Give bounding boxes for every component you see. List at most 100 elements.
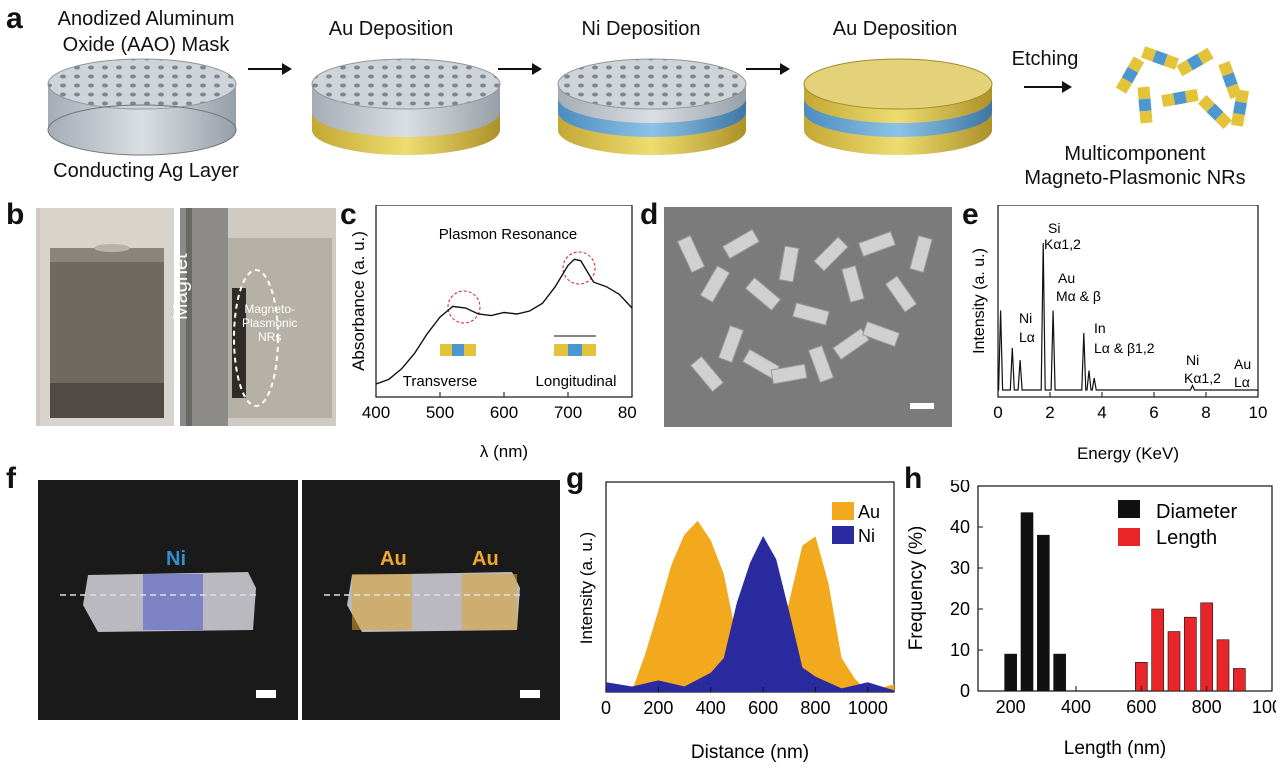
ni-map-label: Ni — [166, 548, 186, 570]
panel-label-e: e — [962, 198, 979, 231]
free-nanorods — [1115, 46, 1250, 129]
longitudinal-rod-icon — [554, 335, 596, 356]
process-arrow-4 — [1024, 81, 1072, 93]
peak-labels: Si Kα1,2 Au Mα & β Ni Lα In Lα & β1,2 Ni… — [1019, 220, 1251, 390]
nr-label: Magneto- Plasmonic NRs — [242, 302, 297, 344]
au-l-label-1: Au — [1234, 356, 1251, 372]
sem-image — [664, 207, 952, 427]
panel-label-b: b — [6, 198, 25, 231]
bar-length — [1184, 616, 1197, 692]
plot-frame — [977, 485, 1273, 692]
process-arrow-1 — [248, 63, 292, 75]
etching-label: Etching — [1011, 48, 1079, 70]
panel-label-c: c — [340, 198, 357, 231]
y-tick-label: 40 — [950, 517, 970, 537]
bar-length — [1233, 668, 1246, 692]
process-arrow-2 — [498, 63, 542, 75]
transverse-rod-icon — [440, 344, 476, 356]
histogram-chart: Frequency (%) Length (nm) Diameter Lengt… — [906, 480, 1276, 759]
in-label-2: Lα & β1,2 — [1094, 340, 1155, 356]
panel-label-a: a — [6, 2, 23, 35]
vial-photo — [36, 208, 336, 426]
result-label: Multicomponent Magneto-Plasmonic NRs — [1000, 142, 1270, 190]
line-profile-chart: Intensity (a. u.) Distance (nm) Au Ni 0 2… — [577, 481, 895, 763]
nr-label-line3: NRs — [258, 330, 282, 344]
au-label-2: Mα & β — [1056, 288, 1101, 304]
bar-diameter — [1053, 653, 1066, 692]
x-tick-label: 800 — [800, 698, 830, 718]
aao-mask-label-line2: Oxide (AAO) Mask — [62, 34, 230, 56]
ni-deposition-label: Ni Deposition — [581, 18, 701, 40]
bar-length — [1216, 639, 1230, 692]
y-axis-label: Frequency (%) — [906, 526, 927, 651]
bar-diameter — [1020, 512, 1034, 692]
bar-length — [1200, 602, 1213, 692]
x-tick-label: 0 — [993, 403, 1002, 422]
transverse-label: Transverse — [403, 373, 477, 390]
aao-mask-label: Anodized Aluminum Oxide (AAO) Mask — [22, 6, 270, 58]
bar-diameter — [1004, 653, 1017, 692]
longitudinal-label: Longitudinal — [536, 373, 617, 390]
legend-swatch-length — [1118, 528, 1140, 546]
si-label-1: Si — [1048, 220, 1060, 236]
plot-frame — [997, 205, 1259, 398]
x-axis-label: λ (nm) — [480, 442, 528, 461]
legend-swatch-au — [832, 502, 854, 520]
au-disk-2 — [803, 58, 993, 155]
result-label-line1: Multicomponent — [1064, 143, 1206, 165]
x-tick-label: 200 — [643, 698, 673, 718]
process-arrow-3 — [746, 63, 790, 75]
legend-label-length: Length — [1156, 527, 1217, 549]
au-map-label-2: Au — [472, 548, 499, 570]
x-tick-label: 10 — [1249, 403, 1268, 422]
x-tick-label: 400 — [1061, 697, 1091, 717]
au-label-1: Au — [1058, 270, 1075, 286]
absorbance-chart: Plasmon Resonance Absorbance (a. u.) λ (… — [349, 205, 636, 461]
bar-length — [1151, 608, 1164, 692]
transverse-peak-marker — [447, 290, 481, 324]
x-axis-label: Energy (KeV) — [1077, 444, 1179, 463]
au-disk-1 — [311, 58, 501, 155]
legend-swatch-diameter — [1118, 500, 1140, 518]
area-series-ni — [606, 536, 894, 692]
chart-title: Plasmon Resonance — [439, 226, 577, 243]
scale-bar — [910, 403, 934, 409]
eds-map-au — [302, 480, 560, 720]
ni-disk — [557, 58, 747, 155]
y-tick-label: 0 — [960, 681, 970, 701]
legend-label-diameter: Diameter — [1156, 501, 1237, 523]
legend-swatch-ni — [832, 526, 854, 544]
x-tick-label: 1000 — [1252, 697, 1276, 717]
eds-chart: Intensity (a. u.) Energy (KeV) Si Kα1,2 … — [971, 205, 1268, 463]
x-tick-label: 800 — [1192, 697, 1222, 717]
aao-mask-label-line1: Anodized Aluminum — [57, 8, 235, 30]
x-tick-label: 2 — [1045, 403, 1054, 422]
aao-disk — [47, 58, 237, 156]
eds-spectrum-line — [998, 242, 1258, 391]
magnet-label: Magnet — [170, 253, 192, 320]
absorbance-line — [375, 258, 633, 385]
y-tick-label: 20 — [950, 599, 970, 619]
x-tick-label: 400 — [362, 403, 390, 422]
ni-k-label-1: Ni — [1186, 352, 1199, 368]
ni-l-label-2: Lα — [1019, 329, 1035, 345]
in-label-1: In — [1094, 320, 1106, 336]
ni-l-label-1: Ni — [1019, 310, 1032, 326]
au-deposition-label-2: Au Deposition — [832, 18, 958, 40]
eds-map-ni — [38, 480, 298, 720]
au-map-label-1: Au — [380, 548, 407, 570]
panel-label-d: d — [640, 198, 659, 231]
nr-label-line2: Plasmonic — [242, 316, 298, 330]
y-axis-label: Absorbance (a. u.) — [349, 231, 368, 371]
y-tick-label: 10 — [950, 640, 970, 660]
x-tick-label: 6 — [1149, 403, 1158, 422]
x-tick-label: 1000 — [848, 698, 888, 718]
ni-k-label-2: Kα1,2 — [1184, 370, 1221, 386]
legend-label-ni: Ni — [858, 526, 875, 546]
au-deposition-label-1: Au Deposition — [328, 18, 454, 40]
y-axis-label: Intensity (a. u.) — [577, 532, 596, 644]
si-label-2: Kα1,2 — [1044, 236, 1081, 252]
area-series-au — [606, 520, 894, 692]
x-tick-label: 8 — [1201, 403, 1210, 422]
x-axis-label: Length (nm) — [1064, 738, 1166, 759]
